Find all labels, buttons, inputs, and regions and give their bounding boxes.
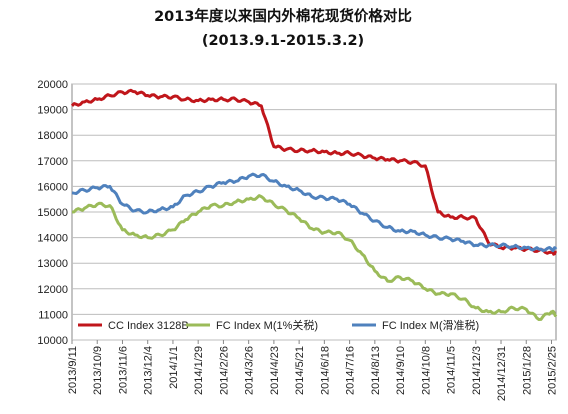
y-tick-label: 12000 [37,284,68,296]
y-tick-label: 13000 [37,258,68,270]
x-tick-label: 2014/1/29 [193,346,205,395]
x-tick-label: 2014/9/10 [395,346,407,395]
y-tick-label: 10000 [37,335,68,347]
x-tick-label: 2014/7/16 [345,346,357,395]
x-tick-label: 2014/2/26 [218,346,230,395]
x-tick-label: 2014/5/21 [294,346,306,395]
x-tick-label: 2015/1/28 [521,346,533,395]
y-tick-label: 14000 [37,233,68,245]
y-tick-label: 19000 [37,105,68,117]
x-tick-label: 2013/9/11 [67,346,79,394]
legend-label: CC Index 3128B [108,320,189,332]
x-tick-label: 2014/10/8 [420,346,432,395]
x-axis: 2013/9/11 2013/10/9 2013/11/6 2013/12/4 2014… [67,340,558,401]
x-tick-label: 2014/11/5 [446,346,458,394]
y-tick-label: 15000 [37,207,68,219]
series-line-1 [70,88,558,256]
legend-label: FC Index M(滑准税) [382,318,479,332]
series-line-2 [71,194,558,321]
legend: CC Index 3128B FC Index M(1%关税) FC Index M… [78,318,479,332]
x-tick-label: 2013/11/6 [117,346,129,394]
y-tick-label: 20000 [37,79,68,91]
chart-subtitle: (2013.9.1-2015.3.2) [202,33,364,49]
y-axis: 10000 11000 12000 13000 14000 15000 16000 17000… [37,79,68,347]
x-tick-label: 2013/10/9 [92,346,104,395]
x-tick-label: 2015/2/25 [546,346,558,395]
x-tick-label: 2014/6/18 [319,346,331,395]
x-tick-label: 2014/3/26 [244,346,256,395]
x-tick-label: 2014/8/13 [370,346,382,395]
series-group [70,88,558,321]
chart-title: 2013年度以来国内外棉花现货价格对比 [154,7,412,25]
y-tick-label: 16000 [37,181,68,193]
y-tick-label: 11000 [38,309,68,321]
y-tick-label: 17000 [37,156,68,168]
x-tick-label: 2014/12/3 [471,346,483,395]
x-tick-label: 2014/1/1 [168,346,180,389]
series-line-3 [71,172,558,253]
y-tick-label: 18000 [37,130,68,142]
legend-label: FC Index M(1%关税) [216,318,318,332]
x-tick-label: 2013/12/4 [143,346,155,395]
x-tick-label: 2014/12/31 [496,346,508,401]
x-tick-label: 2014/4/23 [269,346,281,395]
